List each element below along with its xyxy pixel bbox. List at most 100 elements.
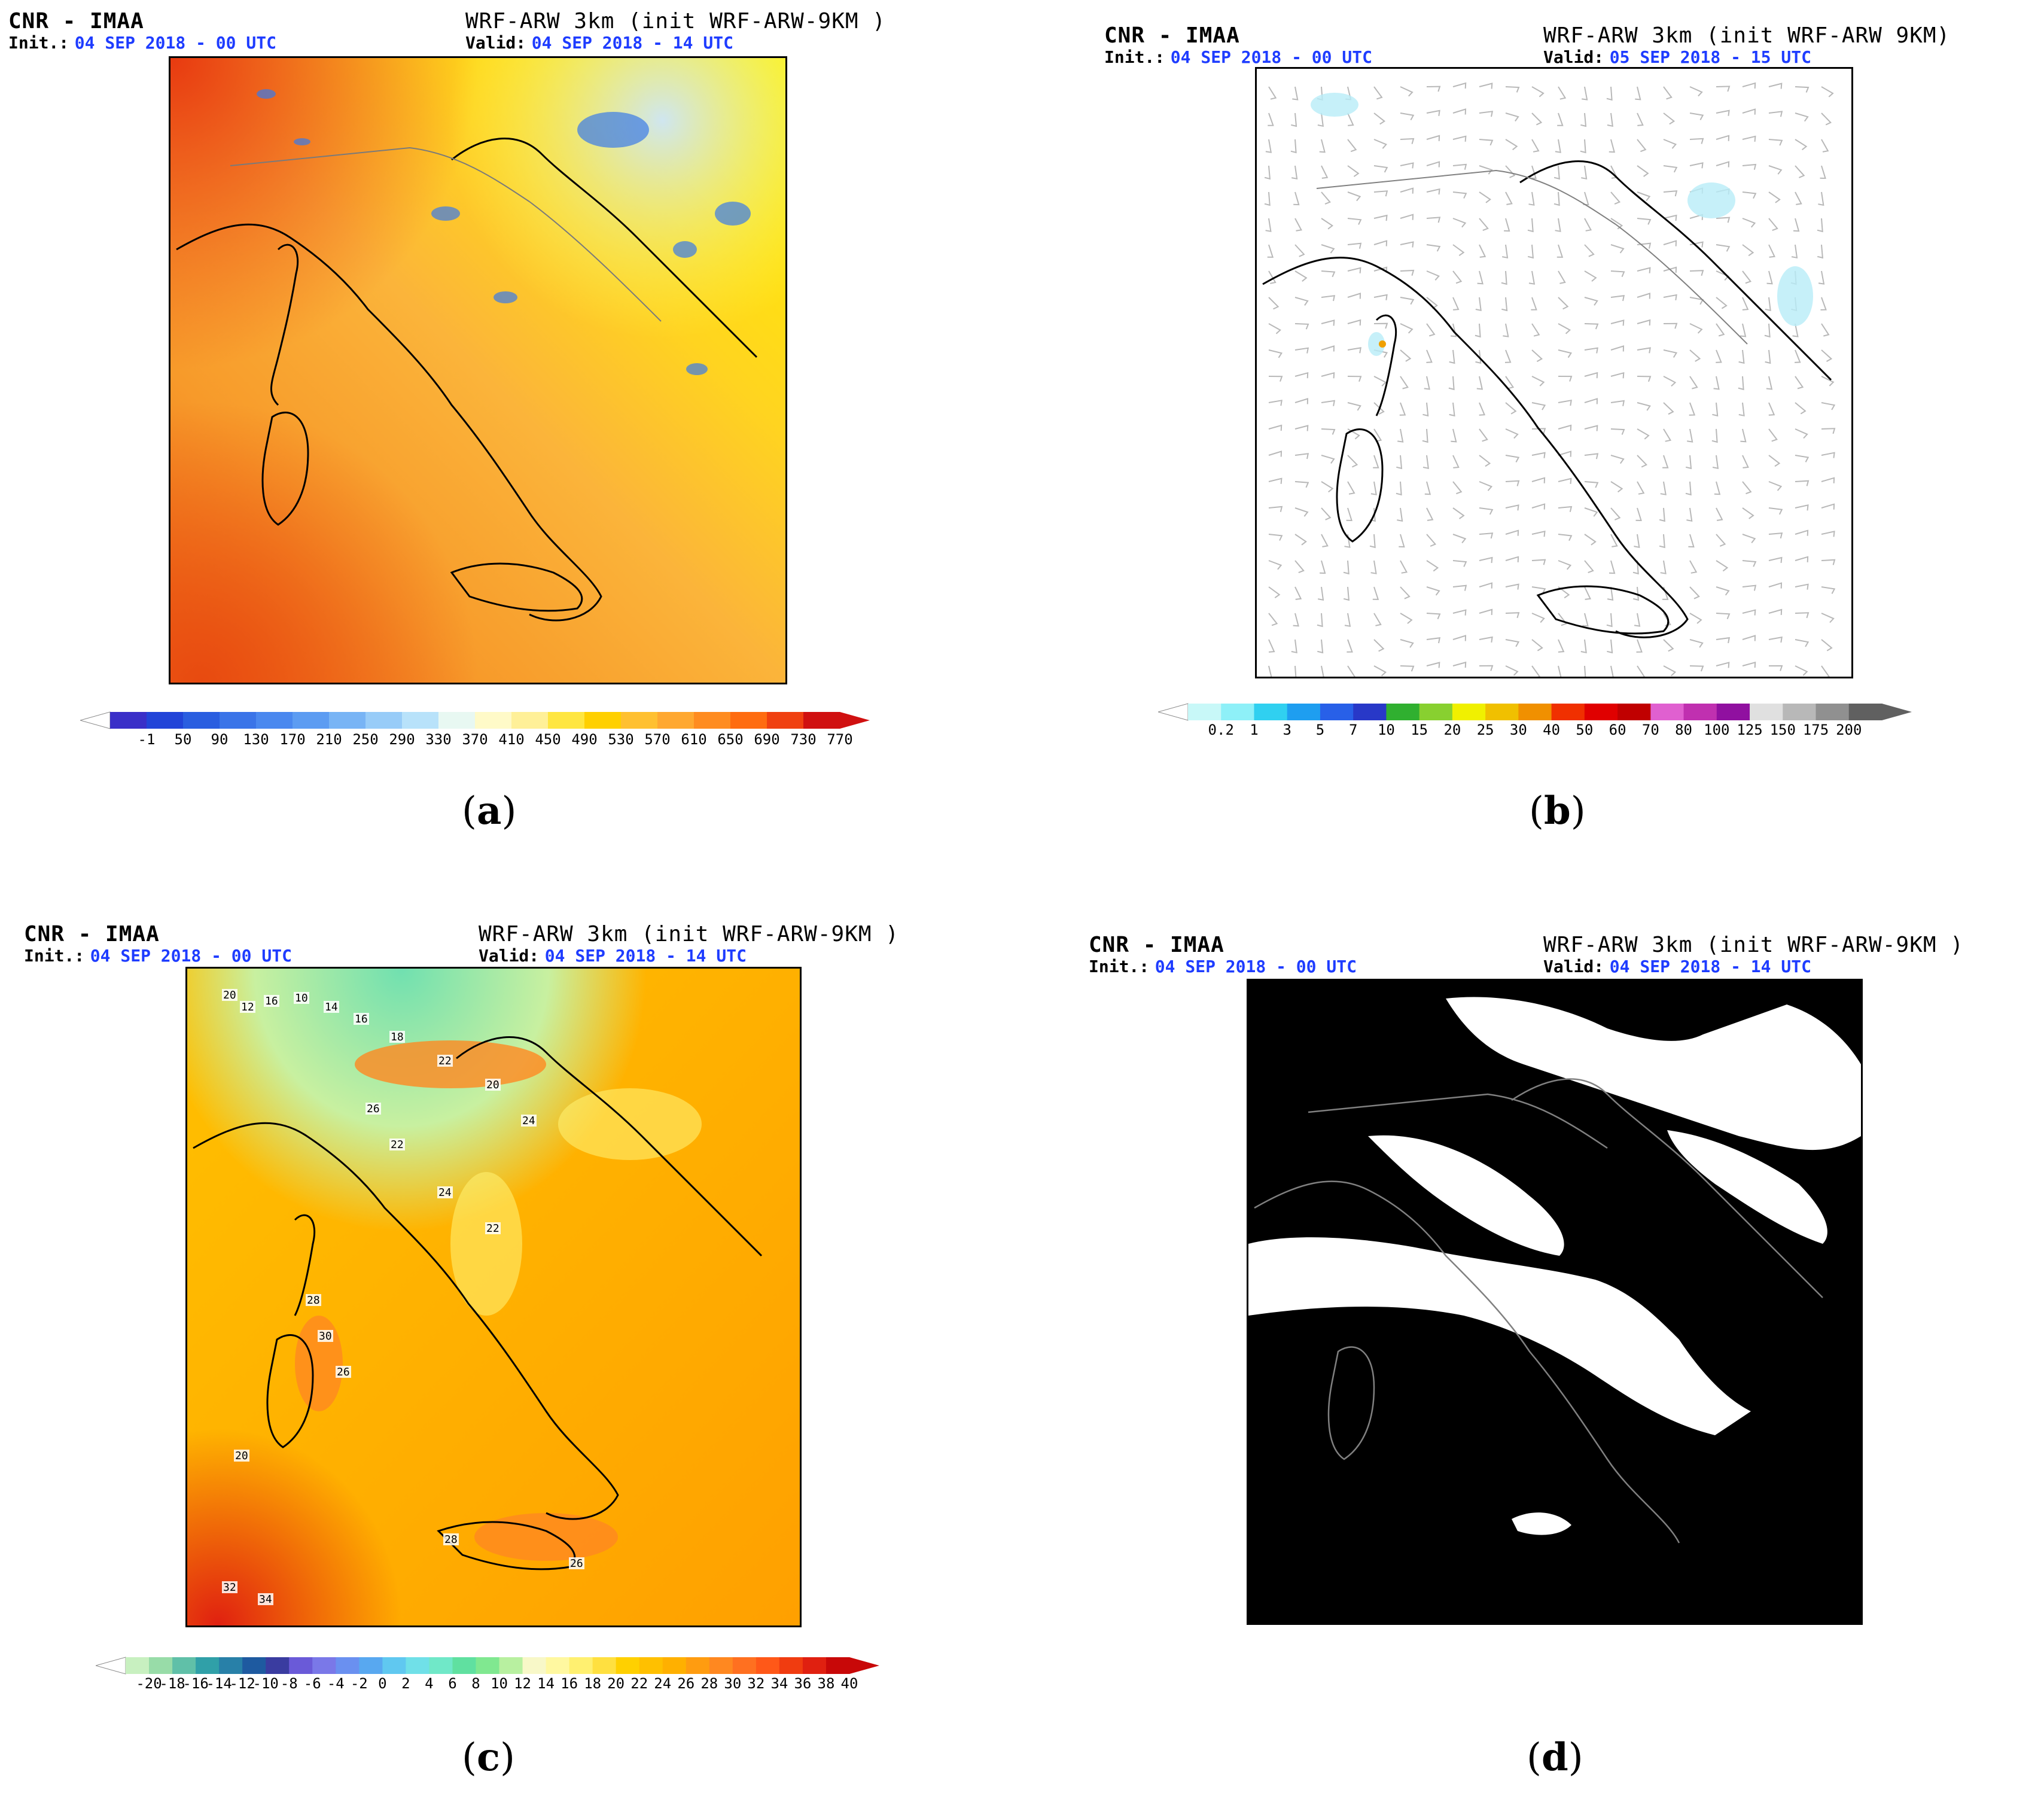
wind-barb — [1347, 481, 1355, 495]
wind-barb — [1663, 665, 1677, 677]
wind-barb — [1475, 297, 1482, 312]
colorbar-tick-label: 570 — [644, 731, 671, 748]
colorbar-tick-label: 80 — [1675, 722, 1693, 738]
station-label-bg — [389, 1139, 405, 1150]
wind-barb — [1373, 639, 1385, 652]
wind-barb — [1347, 139, 1357, 153]
wind-barb — [1584, 665, 1586, 677]
wind-barb — [1610, 534, 1618, 547]
wind-barb — [1793, 218, 1800, 232]
wind-barb — [1716, 560, 1729, 572]
colorbar-swatch — [382, 1657, 406, 1674]
wind-barb — [1400, 241, 1414, 248]
station-temp-label: 30 — [319, 1330, 332, 1343]
colorbar-swatch — [779, 1657, 803, 1674]
wind-barb — [1531, 503, 1546, 510]
colorbar-tick-label: 770 — [827, 731, 853, 748]
wind-barb — [1347, 267, 1361, 273]
wind-barb — [1689, 560, 1698, 574]
wind-barb — [1504, 218, 1510, 232]
valid-label: Valid: — [1543, 957, 1604, 976]
colorbar-tick-label: 30 — [724, 1675, 742, 1692]
wind-barb — [1795, 86, 1810, 93]
wind-barb — [1663, 428, 1672, 442]
wind-barb — [1558, 560, 1572, 570]
colorbar-tick-label: 22 — [630, 1675, 648, 1692]
wind-barb — [1584, 297, 1598, 306]
wind-barb — [1716, 613, 1731, 619]
wind-barb — [1716, 586, 1730, 596]
wind-barb — [1584, 372, 1598, 379]
wind-barb — [1501, 270, 1507, 285]
colorbar-swatch — [1551, 704, 1585, 720]
wind-barb — [1637, 376, 1652, 382]
wind-barb — [1347, 347, 1361, 354]
wind-barb — [1689, 349, 1701, 362]
wind-barb — [1531, 665, 1541, 677]
wind-barb — [1531, 477, 1546, 483]
colorbar-swatch — [219, 1657, 243, 1674]
wind-barb — [1558, 270, 1566, 284]
wind-barb — [1292, 86, 1299, 101]
wind-barb — [1768, 636, 1783, 643]
colorbar-tick-label: 6 — [448, 1675, 457, 1692]
wind-barb — [1293, 191, 1300, 206]
wind-barb — [1610, 218, 1623, 230]
colorbar-tick-label: 410 — [498, 731, 525, 748]
wind-barb — [1321, 295, 1336, 302]
colorbar-tick-label: 90 — [211, 731, 229, 748]
wind-barb — [1426, 86, 1441, 92]
wind-barb — [1479, 455, 1491, 467]
station-temp-label: 10 — [295, 992, 308, 1004]
colorbar-tick-label: 0.2 — [1208, 722, 1234, 738]
wind-barb — [1582, 613, 1589, 627]
wind-barb — [1714, 481, 1721, 495]
wind-barb — [1659, 534, 1665, 549]
init-label: Init.: — [1089, 957, 1150, 976]
wind-barb — [1505, 556, 1519, 562]
colorbar-tick-label: 8 — [471, 1675, 480, 1692]
wind-barb — [1584, 244, 1595, 257]
wind-barb — [1662, 455, 1669, 468]
wind-barb — [1531, 323, 1540, 337]
wind-barb — [1610, 428, 1625, 435]
wind-barb — [1291, 639, 1297, 654]
wind-barb — [1558, 506, 1573, 512]
wind-barb — [1634, 534, 1640, 549]
wind-barb — [1503, 323, 1509, 337]
wind-barb — [1610, 345, 1625, 352]
wind-barb — [1319, 139, 1326, 153]
colorbar-swatch — [546, 1657, 570, 1674]
wind-barb — [1505, 402, 1517, 415]
wind-barb — [1556, 244, 1564, 258]
wind-barb — [1400, 214, 1414, 220]
station-label-bg — [569, 1557, 584, 1569]
wind-barb — [1347, 665, 1355, 677]
colorbar-swatch — [293, 712, 330, 729]
wind-barb — [1685, 481, 1692, 496]
colorbar-swatch — [825, 1657, 850, 1674]
valid-value: 04 SEP 2018 - 14 UTC — [531, 33, 733, 53]
wind-barb — [1632, 560, 1639, 575]
wind-barb — [1505, 639, 1520, 647]
org-label: CNR - IMAA — [24, 922, 160, 946]
model-label: WRF-ARW 3km (init WRF-ARW-9KM ) — [465, 9, 886, 34]
wind-barb — [1637, 481, 1645, 495]
wind-barb — [1373, 376, 1387, 387]
colorbar-swatch — [732, 1657, 757, 1674]
wind-barb — [1637, 165, 1649, 177]
station-temp-label: 22 — [486, 1222, 499, 1235]
colorbar-swatch — [1716, 704, 1750, 720]
colorbar-swatch — [1188, 704, 1221, 720]
wind-barb — [1426, 270, 1440, 281]
wind-barb — [1663, 322, 1678, 329]
wind-barb — [1821, 665, 1830, 677]
colorbar-tick-label: 50 — [1576, 722, 1594, 738]
wind-barb — [1742, 534, 1756, 544]
wind-barb — [1635, 86, 1641, 101]
wind-barb — [1716, 161, 1730, 168]
wind-barb — [1291, 165, 1298, 180]
wind-barb — [1373, 294, 1388, 300]
init-value: 04 SEP 2018 - 00 UTC — [90, 946, 292, 966]
wind-barb — [1452, 455, 1460, 468]
